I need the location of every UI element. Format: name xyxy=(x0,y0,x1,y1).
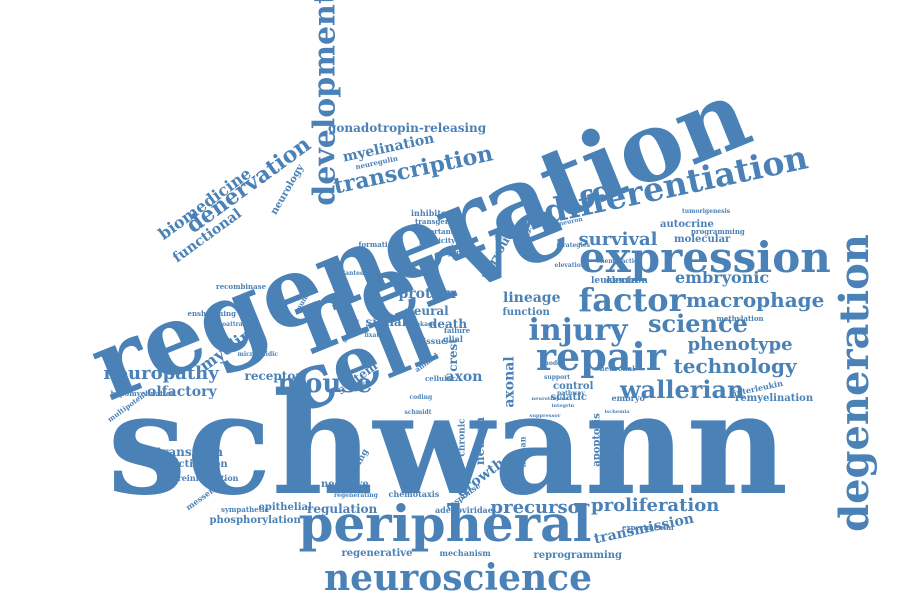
word-regulation: regulation xyxy=(307,503,377,515)
word-formation: formation xyxy=(359,241,398,248)
word-support: support xyxy=(544,375,570,381)
word-regenerating: regenerating xyxy=(334,493,378,499)
word-precursor: precursor xyxy=(491,499,590,517)
word-elevation: elevation xyxy=(555,263,586,269)
word-leakage: leakage xyxy=(410,322,436,328)
word-ensheathing: ensheathing xyxy=(188,310,237,317)
word-tumorigenesis: tumorigenesis xyxy=(682,209,730,215)
word-proliferation: proliferation xyxy=(591,497,719,515)
word-microfluidic: microfluidic xyxy=(238,352,279,358)
word-adaptive: adaptive xyxy=(352,428,358,457)
word-regenerative: regenerative xyxy=(342,549,413,559)
word-implanted: implanted xyxy=(330,271,364,277)
word-chemoattractant: chemoattractant xyxy=(204,322,260,328)
word-failure: failure xyxy=(444,327,470,334)
word-signal: signal xyxy=(366,316,407,328)
word-axonal: axonal xyxy=(502,356,516,407)
word-lineage: lineage xyxy=(503,291,561,305)
word-junction: junction xyxy=(449,249,482,256)
word-suppressor: suppressor xyxy=(530,414,561,419)
word-model: model xyxy=(543,361,564,367)
word-schmidt: schmidt xyxy=(405,410,432,416)
word-hypomyelination: hypomyelination xyxy=(111,390,176,397)
word-methylation: methylation xyxy=(717,315,764,322)
word-gonadotropin-releasing: gonadotropin-releasing xyxy=(328,122,486,134)
word-recombinase: recombinase xyxy=(216,283,266,290)
word-injury: injury xyxy=(529,316,628,346)
word-neurotrophic: neurotrophic xyxy=(532,397,569,402)
word-degeneration: degeneration xyxy=(835,234,875,532)
word-fixation: fixation xyxy=(365,333,390,339)
word-coding: coding xyxy=(410,395,433,401)
word-phenotype: phenotype xyxy=(688,336,793,354)
word-chronic: chronic xyxy=(459,418,468,456)
word-integrin: integrin xyxy=(552,404,575,409)
word-adenoviridae: adenoviridae xyxy=(435,506,493,514)
word-important: important xyxy=(415,228,454,235)
word-chicken: chicken xyxy=(343,381,369,387)
word-plasticity: plasticity xyxy=(419,237,455,244)
word-embryo: embryo xyxy=(612,394,645,402)
word-technology: technology xyxy=(674,356,797,376)
word-neuron: neuron xyxy=(474,417,486,465)
word-mechanism: mechanism xyxy=(440,549,491,557)
word-receptor: receptor xyxy=(245,370,302,382)
word-leukemia: leukemia xyxy=(591,277,637,286)
word-chemotaxis: chemotaxis xyxy=(389,490,440,498)
word-neuroscience: neuroscience xyxy=(324,560,592,594)
word-sympathetic: sympathetic xyxy=(221,506,269,513)
word-protein: protein xyxy=(399,287,456,301)
word-survival: survival xyxy=(579,231,658,249)
word-molecular: molecular xyxy=(674,235,730,245)
word-activation: activation xyxy=(172,460,228,470)
word-glial: glial xyxy=(443,335,463,343)
word-function: function xyxy=(503,308,550,318)
word-transgenic: transgenic xyxy=(415,218,457,225)
word-chemotactic: chemotactic xyxy=(597,259,638,265)
word-macrophage: macrophage xyxy=(686,290,824,310)
word-embryonic: embryonic xyxy=(675,270,769,286)
word-phosphorylation: phosphorylation xyxy=(210,516,301,526)
word-transition: transition xyxy=(157,446,224,458)
word-programming: programming xyxy=(691,228,745,235)
word-ischemia: ischemia xyxy=(605,410,630,415)
word-reprogramming: reprogramming xyxy=(534,551,623,561)
word-neuronal: neuronal xyxy=(600,365,635,372)
word-experimental: experimental xyxy=(622,524,674,531)
word-reinnervation: reinnervation xyxy=(178,474,239,482)
word-neural: neural xyxy=(405,305,449,317)
word-human: human xyxy=(518,436,526,467)
word-apoptosis: apoptosis xyxy=(592,413,602,466)
word-strategies: strategies xyxy=(557,243,590,249)
word-cellular: cellular xyxy=(425,375,455,382)
